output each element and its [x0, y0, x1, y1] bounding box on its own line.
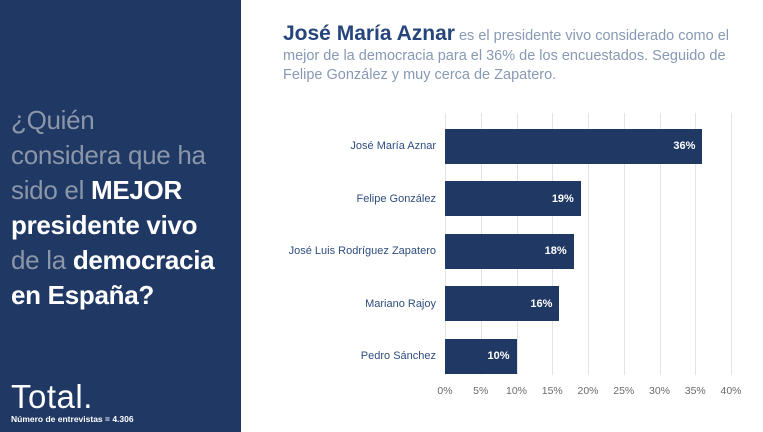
chart-row: Pedro Sánchez 10% — [241, 330, 763, 383]
gridline — [695, 113, 697, 375]
headline-emphasis: José María Aznar — [283, 22, 455, 45]
gridline — [659, 113, 661, 375]
bar: 10% — [445, 338, 517, 374]
x-tick-label: 20% — [577, 385, 599, 397]
chart-row: José Luis Rodríguez Zapatero 18% — [241, 225, 763, 278]
x-tick-label: 40% — [720, 385, 742, 397]
question-line: en España? — [11, 278, 239, 313]
category-label: José María Aznar — [350, 140, 436, 153]
category-label: Mariano Rajoy — [365, 297, 436, 310]
question-text: considera que ha — [11, 140, 206, 170]
x-tick-label: 25% — [613, 385, 635, 397]
bar-track: 16% — [445, 286, 731, 322]
bar: 18% — [445, 233, 574, 269]
question-line: sido el MEJOR — [11, 173, 239, 208]
x-tick-label: 10% — [505, 385, 528, 397]
bar-track: 18% — [445, 233, 731, 269]
question-emphasis: en España? — [11, 280, 154, 310]
bar-track: 36% — [445, 128, 731, 164]
bar-value-label: 18% — [544, 245, 567, 258]
gridline — [731, 113, 732, 375]
bar-track: 10% — [445, 338, 731, 374]
category-label: José Luis Rodríguez Zapatero — [288, 245, 436, 258]
bar-track: 19% — [445, 181, 731, 217]
question-text: de la — [11, 245, 73, 275]
total-label: Total. — [11, 378, 93, 415]
x-tick-label: 15% — [541, 385, 563, 397]
question-line: considera que ha — [11, 138, 239, 173]
bar-value-label: 19% — [551, 192, 574, 205]
chart-row: Mariano Rajoy 16% — [241, 278, 763, 331]
gridline — [588, 113, 589, 375]
headline: José María Aznar es el presidente vivo c… — [283, 22, 737, 86]
bar-value-label: 36% — [673, 140, 696, 153]
question-line: ¿Quién — [11, 103, 239, 138]
question-line: de la democracia — [11, 243, 239, 278]
question-emphasis: presidente vivo — [11, 210, 198, 240]
x-tick-label: 5% — [473, 385, 489, 397]
sidebar: ¿Quién considera que ha sido el MEJOR presi… — [0, 0, 241, 432]
bar-value-label: 16% — [530, 297, 553, 310]
chart-rows: José María Aznar 36% Felipe González 19% Jos… — [241, 113, 763, 383]
x-tick-label: 0% — [437, 385, 453, 397]
main-content: José María Aznar es el presidente vivo c… — [241, 0, 763, 432]
bar-value-label: 10% — [487, 350, 510, 363]
bar-chart: José María Aznar 36% Felipe González 19% Jos… — [241, 113, 763, 403]
bar: 19% — [445, 181, 581, 217]
chart-row: José María Aznar 36% — [241, 120, 763, 173]
x-tick-label: 30% — [648, 385, 671, 397]
x-axis: 0% 5% 10% 15% 20% 25% 30% 35% 40% — [437, 385, 741, 401]
bar: 16% — [445, 286, 560, 322]
category-label: Pedro Sánchez — [360, 350, 436, 363]
question-line: presidente vivo — [11, 208, 239, 243]
question-text: sido el — [11, 175, 91, 205]
sidebar-question: ¿Quién considera que ha sido el MEJOR presi… — [11, 103, 239, 313]
question-emphasis: democracia — [72, 245, 215, 275]
headline-body: es el presidente vivo considerado como e… — [283, 28, 730, 83]
question-text: ¿Quién — [11, 105, 95, 135]
category-label: Felipe González — [356, 192, 437, 205]
question-emphasis: MEJOR — [90, 175, 182, 205]
bar: 36% — [445, 128, 703, 164]
chart-row: Felipe González 19% — [241, 173, 763, 226]
gridline — [623, 113, 625, 375]
x-tick-label: 35% — [684, 385, 706, 397]
sample-size-note: Número de entrevistas = 4.306 — [11, 414, 134, 424]
